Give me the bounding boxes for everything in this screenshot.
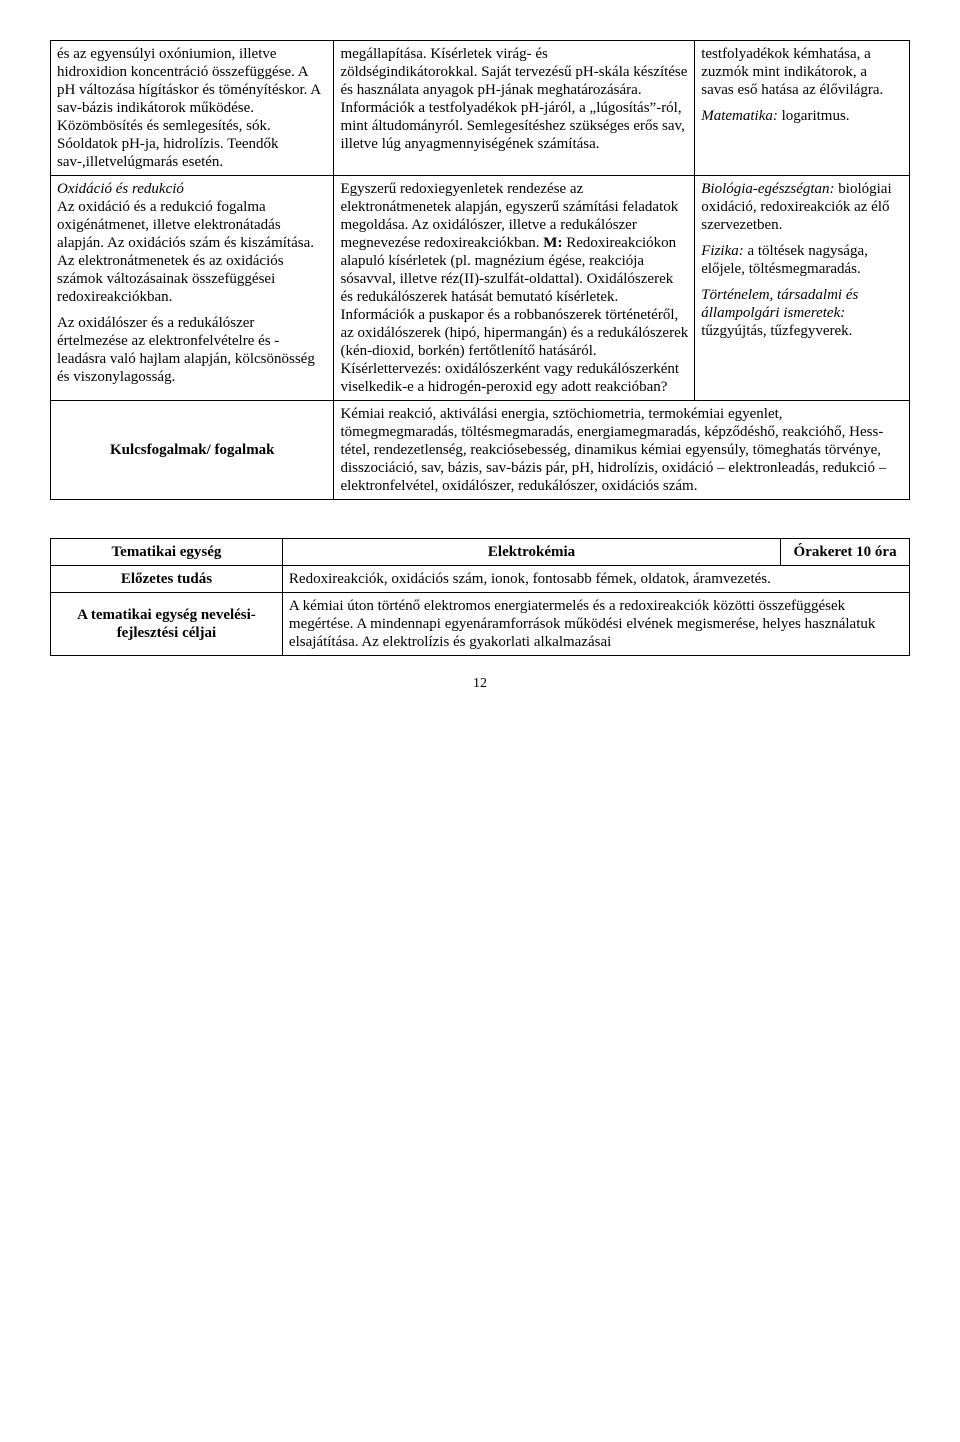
cell: és az egyensúlyi oxóniumion, illetve hid… (51, 41, 334, 176)
header-cell: Órakeret 10 óra (781, 539, 910, 566)
subject-label: Fizika: (701, 243, 744, 259)
cell: Biológia-egészségtan: biológiai oxidáció… (695, 176, 910, 401)
table-row: A tematikai egység nevelési-fejlesztési … (51, 593, 910, 656)
row-label: A tematikai egység nevelési-fejlesztési … (51, 593, 283, 656)
header-cell: Tematikai egység (51, 539, 283, 566)
page-number: 12 (50, 676, 910, 693)
text: Az oxidáció és a redukció fogalma oxigén… (57, 199, 314, 305)
cell: Oxidáció és redukció Az oxidáció és a red… (51, 176, 334, 401)
subject-label: Matematika: (701, 108, 778, 124)
cell: testfolyadékok kémhatása, a zuzmók mint … (695, 41, 910, 176)
table-row: és az egyensúlyi oxóniumion, illetve hid… (51, 41, 910, 176)
text: logaritmus. (778, 108, 850, 124)
content-table-2: Tematikai egység Elektrokémia Órakeret 1… (50, 538, 910, 656)
table-row: Kulcsfogalmak/ fogalmak Kémiai reakció, … (51, 401, 910, 500)
key-concepts-text: Kémiai reakció, aktiválási energia, sztö… (334, 401, 910, 500)
cell: Egyszerű redoxiegyenletek rendezése az e… (334, 176, 695, 401)
text: Redoxireakciókon alapuló kísérletek (pl.… (340, 235, 688, 395)
cell: megállapítása. Kísérletek virág- és zöld… (334, 41, 695, 176)
text: Az oxidálószer és a redukálószer értelme… (57, 315, 315, 385)
row-label: Előzetes tudás (51, 566, 283, 593)
cell: A kémiai úton történő elektromos energia… (282, 593, 909, 656)
table-row: Oxidáció és redukció Az oxidáció és a red… (51, 176, 910, 401)
key-concepts-label: Kulcsfogalmak/ fogalmak (51, 401, 334, 500)
subject-label: Történelem, társadalmi és állampolgári i… (701, 287, 858, 321)
table-row: Tematikai egység Elektrokémia Órakeret 1… (51, 539, 910, 566)
section-heading: Oxidáció és redukció (57, 181, 184, 197)
content-table-1: és az egyensúlyi oxóniumion, illetve hid… (50, 40, 910, 500)
header-cell: Elektrokémia (282, 539, 780, 566)
text: testfolyadékok kémhatása, a zuzmók mint … (701, 46, 883, 98)
cell: Redoxireakciók, oxidációs szám, ionok, f… (282, 566, 909, 593)
text: tűzgyújtás, tűzfegyverek. (701, 323, 852, 339)
table-row: Előzetes tudás Redoxireakciók, oxidációs… (51, 566, 910, 593)
subject-label: Biológia-egészségtan: (701, 181, 834, 197)
marker: M: (543, 235, 562, 251)
